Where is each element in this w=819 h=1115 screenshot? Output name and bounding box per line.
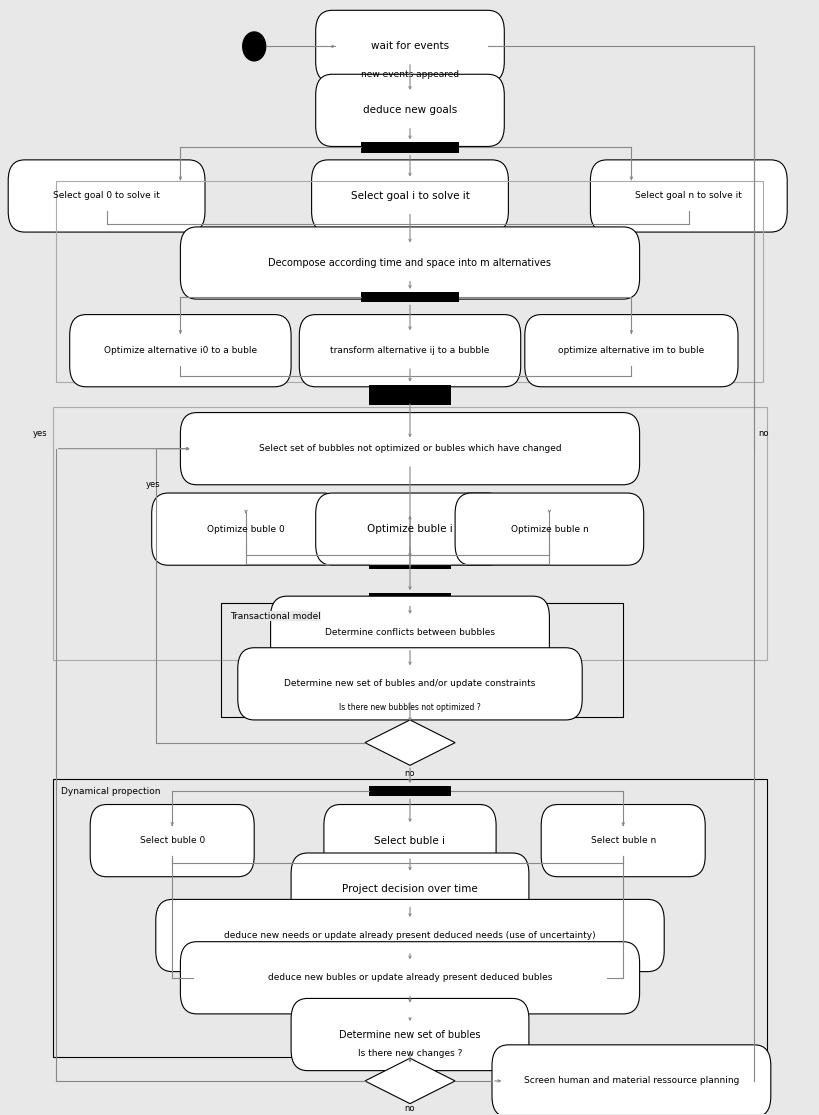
- Text: Transactional model: Transactional model: [229, 612, 320, 621]
- Text: Project decision over time: Project decision over time: [342, 884, 477, 894]
- Bar: [369, 593, 450, 603]
- FancyBboxPatch shape: [324, 805, 495, 876]
- Bar: [373, 1006, 446, 1016]
- FancyBboxPatch shape: [152, 493, 340, 565]
- Text: Determine new set of bubles and/or update constraints: Determine new set of bubles and/or updat…: [284, 679, 535, 688]
- Bar: [369, 593, 450, 603]
- Bar: [360, 143, 459, 153]
- Bar: [53, 778, 766, 1057]
- FancyBboxPatch shape: [590, 159, 786, 232]
- Text: Optimize alternative i0 to a buble: Optimize alternative i0 to a buble: [104, 346, 256, 356]
- Bar: [360, 143, 459, 153]
- Text: Select buble i: Select buble i: [374, 835, 445, 845]
- Bar: [369, 472, 450, 482]
- Polygon shape: [364, 720, 455, 765]
- Text: Select goal 0 to solve it: Select goal 0 to solve it: [53, 192, 160, 201]
- Bar: [56, 181, 762, 381]
- Bar: [221, 603, 622, 717]
- Text: deduce new needs or update already present deduced needs (use of uncertainty): deduce new needs or update already prese…: [224, 931, 595, 940]
- Text: Select buble 0: Select buble 0: [139, 836, 205, 845]
- FancyBboxPatch shape: [541, 805, 704, 876]
- FancyBboxPatch shape: [299, 314, 520, 387]
- FancyBboxPatch shape: [455, 493, 643, 565]
- Text: Select goal i to solve it: Select goal i to solve it: [351, 191, 468, 201]
- Bar: [373, 1006, 446, 1016]
- Text: deduce new goals: deduce new goals: [363, 105, 456, 115]
- FancyBboxPatch shape: [315, 10, 504, 83]
- FancyBboxPatch shape: [156, 900, 663, 971]
- Text: Determine new set of bubles: Determine new set of bubles: [339, 1029, 480, 1039]
- FancyBboxPatch shape: [238, 648, 581, 720]
- Text: no: no: [758, 428, 768, 438]
- Bar: [369, 385, 450, 395]
- FancyBboxPatch shape: [90, 805, 254, 876]
- Text: Select goal n to solve it: Select goal n to solve it: [635, 192, 741, 201]
- Text: transform alternative ij to a bubble: transform alternative ij to a bubble: [330, 346, 489, 356]
- FancyBboxPatch shape: [491, 1045, 770, 1115]
- Text: no: no: [405, 1104, 414, 1113]
- Text: Determine conflicts between bubbles: Determine conflicts between bubbles: [324, 628, 495, 637]
- Text: Optimize buble i: Optimize buble i: [367, 524, 452, 534]
- Text: wait for events: wait for events: [370, 41, 449, 51]
- Text: Optimize buble n: Optimize buble n: [510, 525, 587, 534]
- Bar: [369, 385, 450, 395]
- Bar: [369, 559, 450, 570]
- Text: optimize alternative im to buble: optimize alternative im to buble: [558, 346, 704, 356]
- Bar: [369, 392, 450, 401]
- Bar: [360, 292, 459, 302]
- Bar: [369, 395, 450, 406]
- Text: deduce new bubles or update already present deduced bubles: deduce new bubles or update already pres…: [268, 973, 551, 982]
- Text: Dynamical propection: Dynamical propection: [61, 787, 161, 796]
- FancyBboxPatch shape: [315, 75, 504, 146]
- FancyBboxPatch shape: [524, 314, 737, 387]
- Text: Optimize buble 0: Optimize buble 0: [207, 525, 284, 534]
- Bar: [360, 292, 459, 302]
- Polygon shape: [364, 1058, 455, 1104]
- Text: Decompose according time and space into m alternatives: Decompose according time and space into …: [268, 258, 551, 268]
- Bar: [53, 407, 766, 660]
- Bar: [369, 786, 450, 796]
- Text: Select buble n: Select buble n: [590, 836, 655, 845]
- Text: Is there new changes ?: Is there new changes ?: [357, 1049, 462, 1058]
- FancyBboxPatch shape: [8, 159, 205, 232]
- Text: Screen human and material ressource planning: Screen human and material ressource plan…: [523, 1076, 738, 1085]
- FancyBboxPatch shape: [70, 314, 291, 387]
- Text: yes: yes: [33, 428, 48, 438]
- Circle shape: [242, 32, 265, 61]
- FancyBboxPatch shape: [180, 413, 639, 485]
- FancyBboxPatch shape: [291, 998, 528, 1070]
- FancyBboxPatch shape: [180, 942, 639, 1014]
- Bar: [369, 786, 450, 796]
- FancyBboxPatch shape: [315, 493, 504, 565]
- Text: yes: yes: [145, 481, 160, 489]
- Text: no: no: [405, 769, 414, 778]
- FancyBboxPatch shape: [291, 853, 528, 925]
- Bar: [369, 559, 450, 570]
- FancyBboxPatch shape: [270, 597, 549, 668]
- Text: Is there new bubbles not optimized ?: Is there new bubbles not optimized ?: [339, 702, 480, 711]
- FancyBboxPatch shape: [311, 159, 508, 232]
- FancyBboxPatch shape: [180, 227, 639, 299]
- Text: Select set of bubbles not optimized or bubles which have changed: Select set of bubbles not optimized or b…: [258, 444, 561, 453]
- Text: new events appeared: new events appeared: [360, 70, 459, 79]
